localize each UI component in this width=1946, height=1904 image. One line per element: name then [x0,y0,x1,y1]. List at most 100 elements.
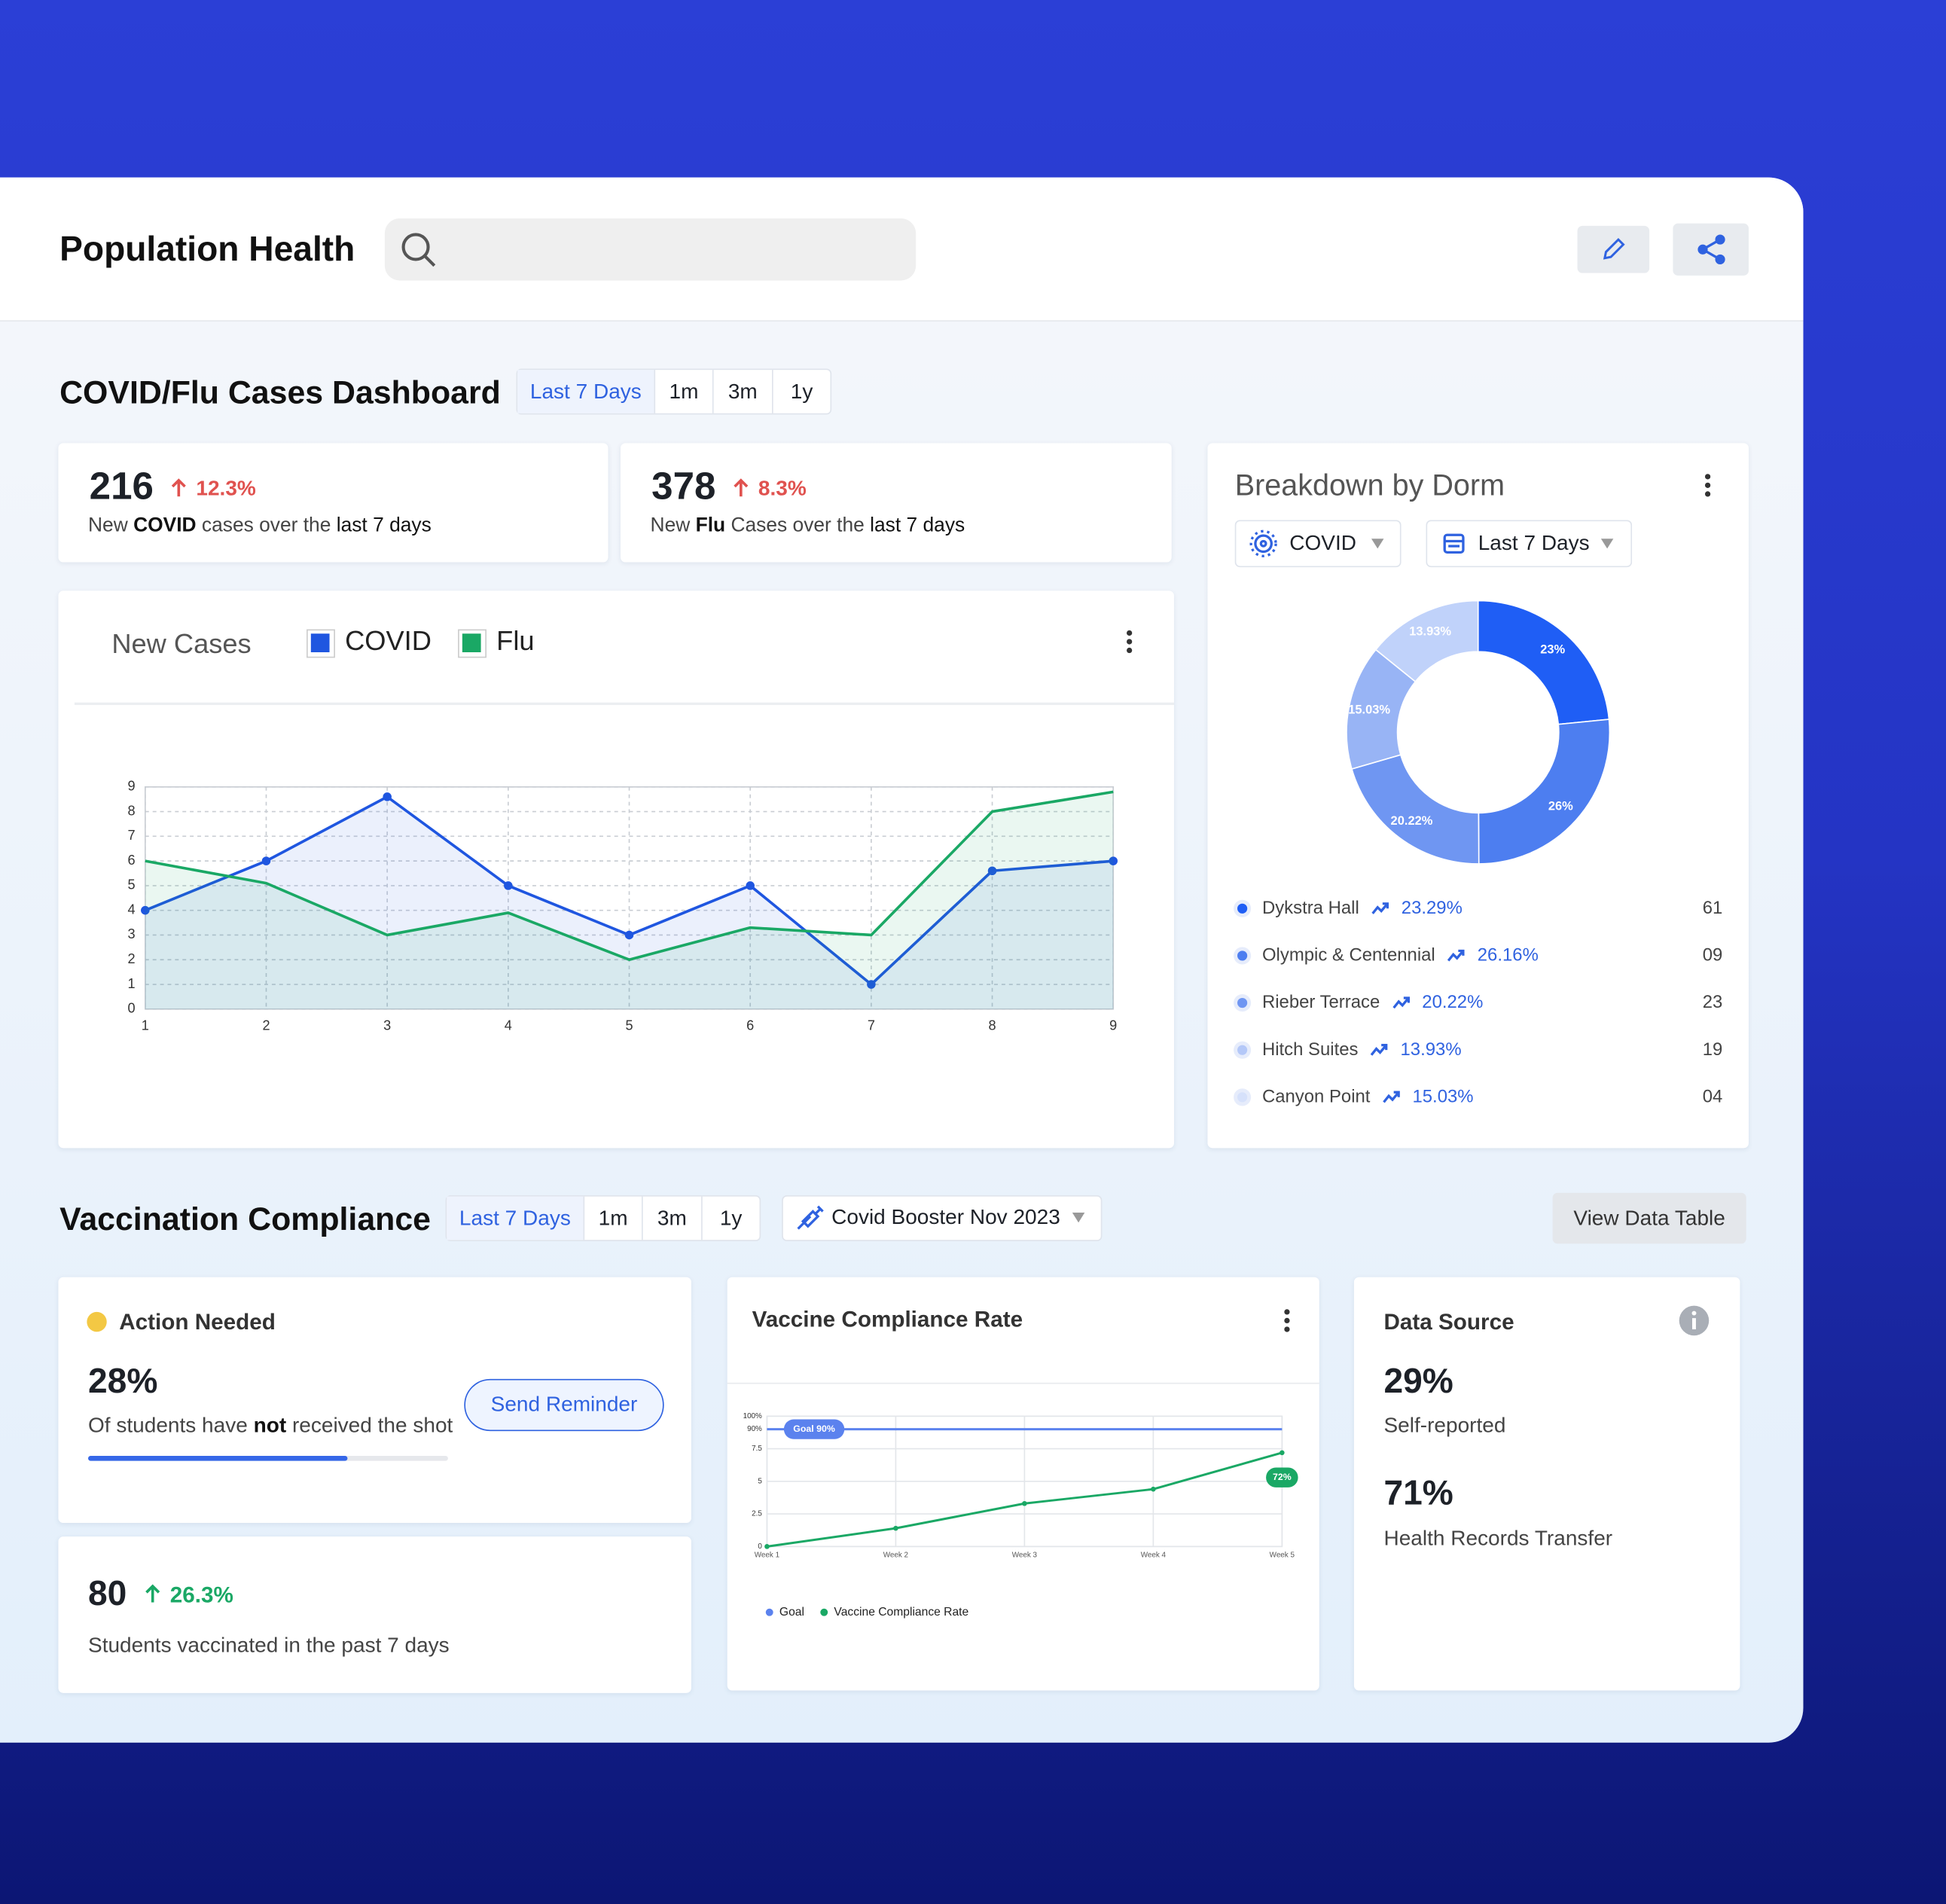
text-part: not [253,1414,287,1438]
campaign-dropdown[interactable] [782,1195,1103,1241]
point [1109,856,1118,865]
filter-dropdown[interactable] [1234,520,1402,568]
legend-label: Flu [496,625,534,656]
kpi-text: New COVID cases over the last 7 days [88,514,432,539]
campaign-text: Covid Booster Nov 2023 [831,1205,1060,1229]
dorm-change: 13.93% [1400,1039,1462,1060]
up-arrow [734,478,749,497]
info-icon[interactable] [1679,1305,1710,1336]
range-option[interactable]: Last 7 Days [447,1196,584,1240]
kpi-change: 8.3% [758,476,807,501]
source-label: Self-reported [1383,1414,1506,1438]
dorm-row: Olympic & Centennial 26.16% 09 [1235,943,1723,968]
kpi-card [620,443,1172,563]
y-tick-label: 7 [128,828,136,843]
recent-value: 80 [88,1573,127,1613]
donut-segment [1478,719,1611,865]
source-card [1353,1277,1740,1691]
trend-icon [1371,1043,1389,1056]
point [141,905,150,915]
source-label: Health Records Transfer [1383,1526,1613,1551]
x-tick-label: Week 1 [755,1552,780,1560]
chart-card [727,1277,1319,1691]
filter-dropdown[interactable] [1426,520,1633,568]
x-tick-label: 8 [989,1018,996,1033]
series-area [145,792,1114,1009]
share-icon [1697,234,1725,265]
y-tick-label: 2.5 [752,1510,762,1518]
x-tick-label: Week 2 [883,1552,908,1560]
section-title: Vaccination Compliance [59,1200,431,1238]
y-tick-label: 5 [758,1477,762,1485]
dorm-dot [1237,950,1248,961]
recent-change: 26.3% [169,1582,233,1608]
recent-text: Students vaccinated in the past 7 days [88,1633,450,1658]
point [1151,1486,1156,1492]
donut-segment [1374,600,1479,683]
range-option[interactable]: 3m [712,370,772,413]
dorm-name: Dykstra Hall [1261,899,1359,919]
donut-segment [1350,754,1480,865]
value-label: Goal 90% [793,1423,835,1434]
x-tick-label: 7 [868,1018,875,1033]
share-button[interactable] [1673,223,1749,276]
trend-icon [1383,1091,1401,1103]
dorm-name: Olympic & Centennial [1261,945,1435,966]
page-title: Population Health [59,229,355,268]
range-option[interactable]: 1m [583,1196,642,1240]
range-option[interactable]: 1y [772,370,830,413]
view-table-button[interactable]: View Data Table [1552,1192,1746,1244]
point [624,930,634,940]
kebab-icon[interactable] [1127,630,1133,654]
y-tick-label: 2 [128,951,136,966]
kebab-icon[interactable] [1704,474,1711,497]
text-part: last 7 days [336,514,432,536]
kpi-change: 12.3% [196,476,256,501]
dorm-change: 15.03% [1412,1087,1474,1107]
send-reminder-button[interactable]: Send Reminder [464,1378,664,1432]
range-option[interactable]: 1y [701,1196,759,1240]
point [1280,1450,1285,1456]
text-part: received the shot [286,1414,453,1438]
y-tick-label: 5 [128,877,136,892]
range-control: Last 7 Days 1m 3m 1y [516,368,832,415]
donut-label: 23% [1540,642,1565,656]
filter-text: COVID [1289,531,1356,555]
range-option[interactable]: 3m [641,1196,701,1240]
donut-segment [1477,600,1610,725]
range-option[interactable]: 1m [654,370,712,413]
donut-label: 13.93% [1409,625,1451,639]
virus-icon [1249,529,1277,557]
edit-button[interactable] [1577,225,1650,273]
search-box[interactable] [384,218,917,281]
dorm-count: 09 [1702,945,1723,966]
y-tick-label: 0 [758,1542,762,1551]
dorm-row: Dykstra Hall 23.29% 61 [1235,896,1722,921]
legend-label: Goal [779,1606,804,1619]
pencil-icon [1603,237,1625,260]
dorm-count: 23 [1702,993,1723,1013]
value-label-pill [1266,1467,1298,1488]
dorm-change: 20.22% [1422,993,1484,1013]
legend-swatch [307,630,334,656]
x-tick-label: 3 [383,1018,391,1033]
dorm-count: 04 [1702,1087,1723,1107]
section-title: COVID/Flu Cases Dashboard [59,374,501,411]
up-arrow [171,478,186,497]
series-line [145,790,1114,962]
status-text: Action Needed [119,1309,276,1335]
kebab-icon[interactable] [1284,1309,1290,1332]
x-tick-label: Week 4 [1141,1552,1167,1560]
chart-title: Breakdown by Dorm [1234,468,1505,503]
dorm-dot [1237,997,1248,1008]
text-part: cases over the [196,514,337,536]
text-part: COVID [133,514,197,536]
legend-swatch [820,1608,828,1616]
trend-icon [1392,996,1410,1009]
divider [727,1382,1319,1384]
range-option[interactable]: Last 7 Days [517,370,654,413]
dorm-row: Rieber Terrace 20.22% 23 [1235,990,1723,1015]
x-tick-label: 5 [625,1018,633,1033]
